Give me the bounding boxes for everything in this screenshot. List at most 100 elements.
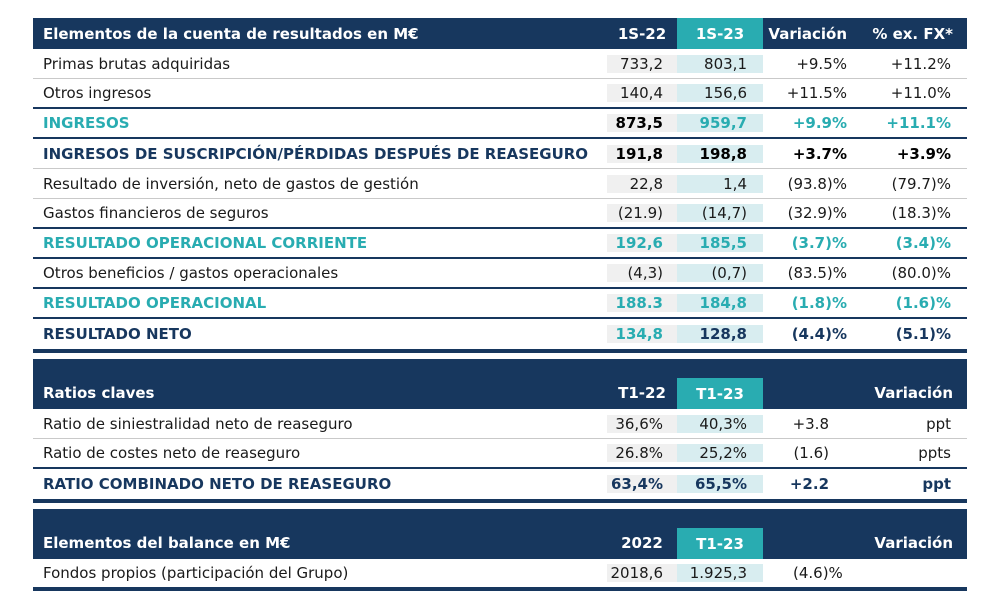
cell-variacion: +3.7% [792,144,847,163]
cell-1s22: 140,4 [607,84,677,102]
table-row-total: RESULTADO NETO 134,8 128,8 (4.4)% (5.1)% [33,319,967,349]
income-statement-table: Elementos de la cuenta de resultados en … [33,18,967,353]
cell-variacion: +3.8 [792,414,829,433]
cell-1s22: (4,3) [607,264,677,282]
row-label: Ratio de siniestralidad neto de reasegur… [43,414,353,433]
row-label: Primas brutas adquiridas [43,54,231,73]
cell-t123: 65,5% [677,475,763,493]
cell-ex-fx: +11.0% [890,84,951,102]
table-title: Ratios claves [43,384,155,402]
column-header-1s23-highlight: 1S-23 [677,18,763,49]
cell-variacion: (32.9)% [787,204,847,222]
cell-1s22: 191,8 [607,144,677,163]
cell-1s23: (0,7) [677,264,763,282]
table-row-total: RATIO COMBINADO NETO DE REASEGURO 63,4% … [33,469,967,499]
row-label: Otros ingresos [43,84,152,102]
column-header-spacer [763,359,855,409]
column-header-t123-highlight: T1-23 [677,378,763,409]
table-row: Resultado de inversión, neto de gastos d… [33,169,967,199]
table-row: Primas brutas adquiridas 733,2 803,1 +9.… [33,49,967,79]
cell-ex-fx: (79.7)% [891,174,951,193]
cell-t123: 1.925,3 [677,564,763,582]
cell-1s23: 803,1 [677,54,763,73]
cell-ex-fx: (18.3)% [891,204,951,222]
cell-ex-fx: (80.0)% [891,264,951,282]
row-label: Gastos financieros de seguros [43,204,269,222]
row-label: RESULTADO OPERACIONAL [43,294,267,312]
cell-unit: ppt [922,475,951,493]
cell-t122: 26.8% [607,444,677,462]
column-header-t123-highlight: T1-23 [677,528,763,559]
cell-unit: ppts [918,444,951,462]
cell-1s23: 959,7 [677,114,763,132]
cell-1s22: 134,8 [607,325,677,343]
table-row: Fondos propios (participación del Grupo)… [33,559,967,587]
key-ratios-table: Ratios claves T1-22 T1-23 Variación Rati… [33,359,967,503]
table-row: Otros ingresos 140,4 156,6 +11.5% +11.0% [33,79,967,109]
cell-variacion: +9.5% [796,54,847,73]
row-label: Ratio de costes neto de reaseguro [43,444,301,462]
cell-variacion: (93.8)% [787,174,847,193]
row-label: Fondos propios (participación del Grupo) [43,564,349,582]
key-ratios-header: Ratios claves T1-22 T1-23 Variación [33,359,967,409]
cell-variacion: +11.5% [786,84,847,102]
row-label: Resultado de inversión, neto de gastos d… [43,174,419,193]
cell-1s23: 198,8 [677,144,763,163]
cell-ex-fx: +11.1% [886,114,951,132]
table-row: Otros beneficios / gastos operacionales … [33,259,967,289]
cell-1s22: 873,5 [607,114,677,132]
column-header-1s22: 1S-22 [617,24,667,43]
cell-1s22: 733,2 [607,54,677,73]
cell-variacion: (1.6) [793,444,829,462]
table-row-total: INGRESOS 873,5 959,7 +9.9% +11.1% [33,109,967,139]
table-row: Ratio de costes neto de reaseguro 26.8% … [33,439,967,469]
cell-variacion: (83.5)% [787,264,847,282]
cell-unit: ppt [926,414,951,433]
table-row-total: INGRESOS DE SUSCRIPCIÓN/PÉRDIDAS DESPUÉS… [33,139,967,169]
cell-1s23: 185,5 [677,234,763,252]
table-title: Elementos del balance en M€ [43,534,291,552]
column-header-2022: 2022 [621,534,663,552]
cell-variacion: (3.7)% [791,234,847,252]
cell-t122: 36,6% [607,414,677,433]
cell-1s23: (14,7) [677,204,763,222]
table-title: Elementos de la cuenta de resultados en … [43,24,419,43]
cell-1s22: (21.9) [607,204,677,222]
cell-variacion: (4.4)% [791,325,847,343]
cell-ex-fx: +3.9% [896,144,951,163]
column-header-ex-fx: % ex. FX* [872,24,953,43]
row-label: INGRESOS [43,114,130,132]
row-label: RATIO COMBINADO NETO DE REASEGURO [43,475,392,493]
cell-variacion: +9.9% [792,114,847,132]
cell-ex-fx: (5.1)% [895,325,951,343]
balance-sheet-header: Elementos del balance en M€ 2022 T1-23 V… [33,509,967,559]
cell-1s23: 128,8 [677,325,763,343]
column-header-variacion: Variación [874,384,953,402]
cell-1s22: 22,8 [607,174,677,193]
row-label: RESULTADO OPERACIONAL CORRIENTE [43,234,368,252]
row-label: INGRESOS DE SUSCRIPCIÓN/PÉRDIDAS DESPUÉS… [43,144,589,163]
cell-1s23: 184,8 [677,294,763,312]
table-row: Ratio de siniestralidad neto de reasegur… [33,409,967,439]
cell-2022: 2018,6 [607,564,677,582]
balance-sheet-table: Elementos del balance en M€ 2022 T1-23 V… [33,509,967,591]
row-label: Otros beneficios / gastos operacionales [43,264,339,282]
cell-1s23: 156,6 [677,84,763,102]
cell-1s22: 192,6 [607,234,677,252]
column-header-t122: T1-22 [618,384,666,402]
table-row-total: RESULTADO OPERACIONAL 188.3 184,8 (1.8)%… [33,289,967,319]
cell-1s23: 1,4 [677,174,763,193]
income-statement-header: Elementos de la cuenta de resultados en … [33,18,967,49]
cell-ex-fx: (1.6)% [895,294,951,312]
cell-variacion: +2.2 [789,475,829,493]
column-header-variacion: Variación [874,534,953,552]
table-row-total: RESULTADO OPERACIONAL CORRIENTE 192,6 18… [33,229,967,259]
column-header-variacion: Variación [768,24,847,43]
cell-1s22: 188.3 [607,294,677,312]
cell-t122: 63,4% [607,475,677,493]
cell-variacion: (1.8)% [791,294,847,312]
cell-t123: 40,3% [677,414,763,433]
table-row: Gastos financieros de seguros (21.9) (14… [33,199,967,229]
cell-variacion: (4.6)% [793,564,843,582]
